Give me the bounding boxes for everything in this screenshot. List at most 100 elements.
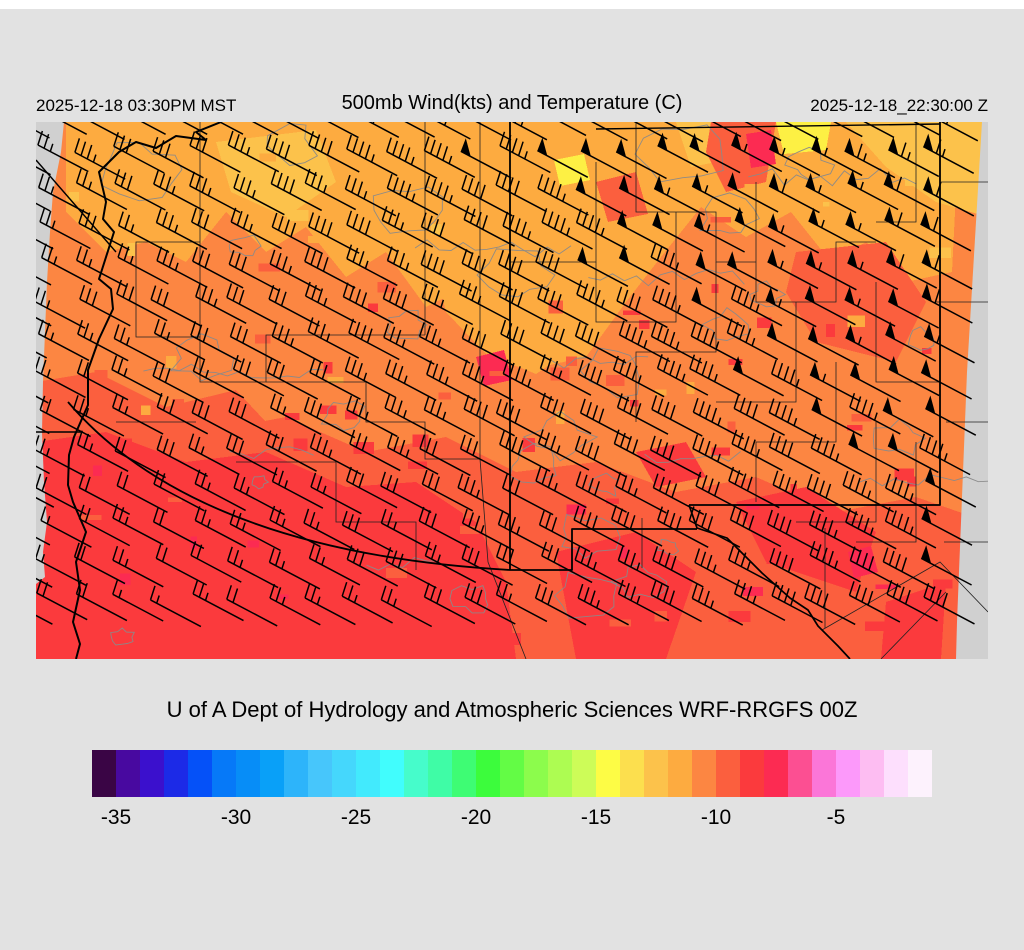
wind-barb-staff (883, 176, 935, 212)
wind-barb-staff (887, 445, 939, 474)
colorbar-segment (692, 750, 716, 797)
temperature-speckle (728, 359, 743, 365)
colorbar-segment (380, 750, 404, 797)
wind-barb-staff (657, 506, 709, 548)
wind-barb (885, 321, 937, 362)
wind-barb-staff (233, 473, 285, 516)
wind-barb-staff (309, 433, 362, 475)
wind-barb-staff (286, 122, 320, 140)
wind-barb (156, 246, 208, 289)
wind-barb (495, 542, 548, 585)
wind-barb (36, 356, 86, 399)
temperature-speckle (710, 216, 732, 223)
wind-barb (844, 137, 896, 179)
temperature-speckle (308, 236, 331, 243)
wind-barb-staff (692, 397, 745, 440)
wind-barb (882, 397, 934, 438)
wind-barb (537, 174, 589, 216)
wind-barb (809, 361, 861, 402)
wind-barb-staff (500, 319, 552, 362)
wind-barb (809, 540, 861, 583)
wind-barb-staff (783, 122, 819, 140)
wind-barb (539, 354, 592, 396)
wind-barb (884, 473, 937, 516)
wind-barb (920, 545, 972, 586)
wind-barb (541, 541, 593, 584)
temperature-speckle (463, 506, 474, 519)
colorbar-tick-label: -15 (580, 806, 612, 829)
wind-barb (845, 324, 897, 365)
wind-barb-staff (842, 470, 894, 513)
wind-barb (381, 206, 434, 248)
wind-barb (423, 136, 476, 178)
wind-barb (153, 469, 205, 512)
temperature-speckle (766, 558, 779, 565)
wind-barb-staff (461, 544, 513, 586)
wind-barb-staff (152, 507, 205, 550)
wind-barb-staff (923, 181, 975, 217)
wind-barb (695, 471, 747, 514)
wind-barb (575, 471, 627, 513)
wind-barb (807, 325, 859, 366)
wind-barb (191, 398, 243, 441)
wind-barb (72, 395, 125, 437)
wind-barb-staff (155, 208, 208, 250)
wind-barb (693, 212, 745, 253)
wind-barb (577, 246, 629, 287)
wind-barb-staff (194, 506, 247, 548)
temperature-speckle (293, 438, 308, 452)
colorbar-segment (260, 750, 284, 797)
temperature-speckle (875, 584, 897, 589)
wind-barb (90, 122, 125, 141)
temperature-speckle (864, 621, 887, 632)
colorbar-segment (836, 750, 860, 797)
wind-barb-staff (921, 254, 973, 290)
county-lines (116, 122, 988, 659)
wind-barb-staff (807, 337, 859, 366)
caption: U of A Dept of Hydrology and Atmospheric… (166, 697, 858, 722)
wind-barb (534, 583, 587, 626)
wind-barb-staff (574, 321, 627, 364)
wind-barb (849, 392, 901, 435)
temperature-speckle (79, 514, 102, 520)
terrain-contour (229, 446, 314, 460)
wind-barb-staff (226, 283, 278, 325)
wind-barb-staff (808, 510, 861, 552)
wind-barb-staff (78, 504, 131, 547)
wind-barb-staff (574, 435, 627, 478)
wind-barb-staff (37, 319, 90, 362)
wind-barb (309, 358, 361, 400)
colorbar-segment (332, 750, 356, 797)
wind-barb (420, 250, 472, 292)
wind-barb-staff (882, 547, 935, 590)
wind-barb (265, 430, 317, 472)
wind-barb-staff (266, 358, 319, 400)
wind-barb (386, 246, 439, 288)
wind-barb-staff (884, 506, 937, 549)
wind-barb-staff (770, 359, 823, 402)
wind-barb-staff (461, 174, 513, 217)
wind-barb (883, 170, 935, 212)
wind-barb-staff (768, 398, 821, 440)
wind-barb-staff (575, 188, 627, 217)
wind-barb-staff (734, 219, 786, 248)
temperature-speckle (606, 498, 619, 505)
wind-barb-staff (886, 579, 938, 622)
wind-barb-staff (617, 546, 670, 588)
temperature-speckle (247, 540, 260, 548)
wind-barb (579, 398, 632, 441)
wind-barb-staff (149, 585, 202, 628)
wind-barb (863, 122, 895, 139)
wind-barb (269, 393, 322, 436)
terrain-contour (228, 234, 262, 257)
wind-barb-staff (652, 223, 704, 252)
wind-barb (573, 505, 625, 548)
county-line (635, 262, 717, 422)
wind-barb (436, 122, 471, 140)
wind-barb-staff (420, 250, 472, 292)
wind-barb-staff (304, 247, 356, 289)
wind-barb (617, 546, 670, 588)
wind-barb-staff (76, 358, 129, 401)
wind-barb-staff (848, 443, 900, 472)
wind-barb (308, 212, 360, 254)
